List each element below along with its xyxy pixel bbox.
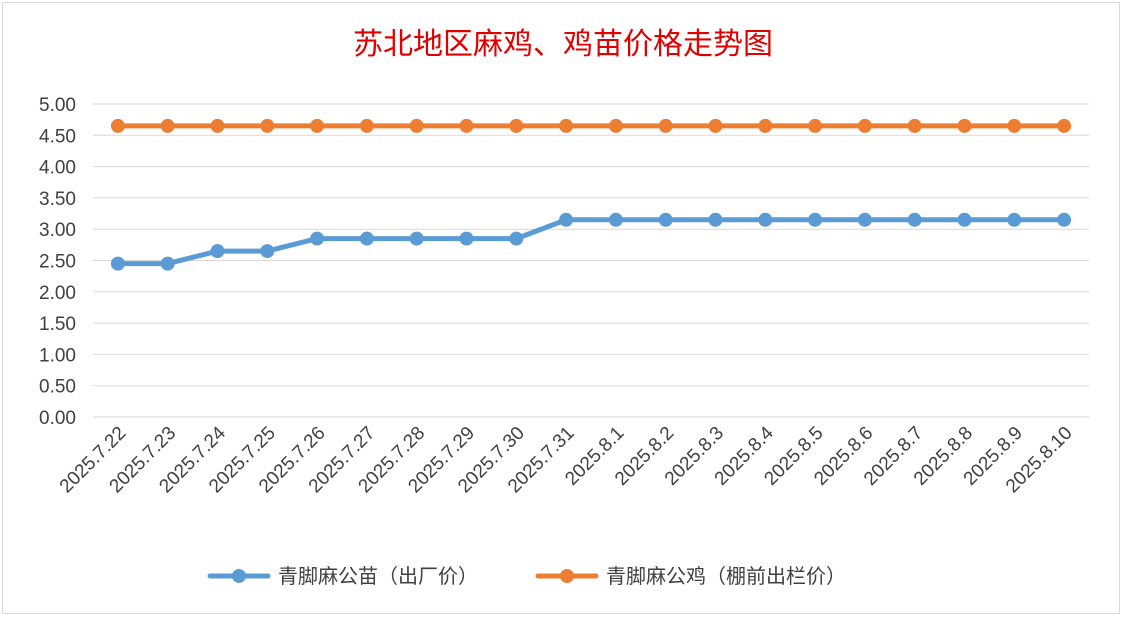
series-line <box>115 217 1067 267</box>
legend-label: 青脚麻公苗（出厂价） <box>278 564 478 588</box>
data-point <box>608 212 623 227</box>
data-point <box>110 118 125 133</box>
legend-swatch-marker <box>232 569 246 583</box>
y-tick-label: 2.00 <box>39 283 76 304</box>
data-point <box>359 118 374 133</box>
data-point <box>509 118 524 133</box>
data-point <box>459 118 474 133</box>
y-tick-label: 5.00 <box>39 95 76 116</box>
data-point <box>409 118 424 133</box>
data-point <box>957 118 972 133</box>
data-point <box>110 256 125 271</box>
legend: 青脚麻公苗（出厂价） 青脚麻公鸡（棚前出栏价） <box>207 564 846 588</box>
y-tick-label: 4.50 <box>39 126 76 147</box>
y-tick-label: 4.00 <box>39 158 76 179</box>
data-point <box>708 118 723 133</box>
data-point <box>310 118 325 133</box>
data-point <box>808 212 823 227</box>
data-point <box>808 118 823 133</box>
y-tick-label: 3.50 <box>39 189 76 210</box>
data-point <box>758 212 773 227</box>
data-point <box>310 231 325 246</box>
data-point <box>210 244 225 259</box>
data-point <box>260 118 275 133</box>
grid-layer <box>93 103 1089 418</box>
legend-swatch-marker <box>560 569 574 583</box>
data-point <box>758 118 773 133</box>
data-point <box>957 212 972 227</box>
data-point <box>907 212 922 227</box>
data-point <box>1057 118 1072 133</box>
series-1 <box>110 212 1072 271</box>
data-point <box>857 212 872 227</box>
y-tick-label: 1.50 <box>39 314 76 335</box>
series-2 <box>110 118 1072 133</box>
data-point <box>160 118 175 133</box>
data-point <box>1007 212 1022 227</box>
data-point <box>658 118 673 133</box>
legend-item: 青脚麻公鸡（棚前出栏价） <box>535 564 846 588</box>
x-axis-ticks: 2025.7.222025.7.232025.7.242025.7.252025… <box>56 422 1077 497</box>
data-point <box>857 118 872 133</box>
data-point <box>658 212 673 227</box>
data-point <box>210 118 225 133</box>
y-axis-ticks: 0.00 0.50 1.00 1.50 2.00 2.50 3.00 3.50 4.00 4.50… <box>39 95 76 429</box>
legend-label: 青脚麻公鸡（棚前出栏价） <box>606 564 846 588</box>
y-tick-label: 0.50 <box>39 377 76 398</box>
data-point <box>907 118 922 133</box>
data-point <box>359 231 374 246</box>
y-tick-label: 3.00 <box>39 220 76 241</box>
data-point <box>708 212 723 227</box>
data-point <box>559 212 574 227</box>
data-point <box>608 118 623 133</box>
y-tick-label: 2.50 <box>39 252 76 273</box>
data-point <box>409 231 424 246</box>
data-point <box>1007 118 1022 133</box>
data-point <box>160 256 175 271</box>
legend-item: 青脚麻公苗（出厂价） <box>207 564 478 588</box>
data-point <box>260 244 275 259</box>
data-point <box>559 118 574 133</box>
data-point <box>459 231 474 246</box>
y-tick-label: 1.00 <box>39 345 76 366</box>
data-point <box>1057 212 1072 227</box>
y-tick-label: 0.00 <box>39 408 76 429</box>
chart-title: 苏北地区麻鸡、鸡苗价格走势图 <box>353 27 773 62</box>
data-point <box>509 231 524 246</box>
series-layer <box>110 118 1072 271</box>
